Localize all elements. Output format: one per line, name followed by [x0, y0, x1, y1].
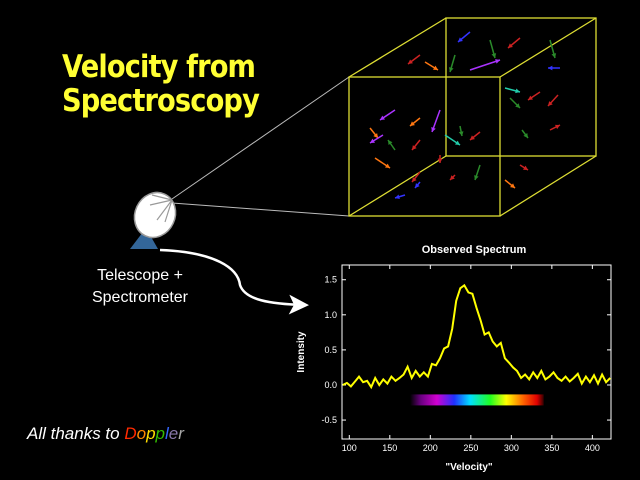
x-tick-label: 400	[585, 443, 600, 453]
velocity-arrow	[431, 109, 441, 133]
velocity-arrow	[548, 65, 560, 71]
velocity-arrow	[458, 125, 464, 137]
velocity-arrow	[409, 117, 421, 127]
doppler-letter: p	[155, 424, 166, 443]
y-tick-label: 1.5	[324, 275, 337, 285]
velocity-arrow	[469, 59, 501, 71]
velocity-arrow	[469, 131, 481, 141]
velocity-arrow	[394, 194, 406, 200]
velocity-arrow	[414, 181, 421, 189]
velocity-arrow	[549, 39, 557, 59]
velocity-arrow	[444, 134, 461, 146]
y-tick-label: -0.5	[321, 415, 337, 425]
velocity-arrow	[411, 171, 421, 183]
velocity-arrow	[379, 109, 396, 121]
x-tick-label: 100	[342, 443, 357, 453]
velocity-arrow	[527, 91, 541, 101]
velocity-arrow	[504, 87, 521, 94]
doppler-letter: l	[165, 424, 169, 443]
velocity-arrow	[369, 134, 384, 144]
sightlines	[171, 76, 350, 217]
doppler-word: Doppler	[124, 424, 184, 443]
color-bar	[410, 394, 544, 406]
velocity-arrow	[369, 127, 379, 139]
velocity-arrow	[549, 124, 561, 131]
velocity-arrow	[449, 174, 456, 181]
x-tick-label: 300	[504, 443, 519, 453]
credit-text: All thanks to Doppler	[27, 424, 184, 444]
y-tick-label: 0.0	[324, 380, 337, 390]
velocity-arrow	[519, 164, 529, 171]
velocity-arrow	[547, 94, 559, 107]
velocity-arrow	[509, 97, 521, 109]
velocity-arrow	[457, 31, 471, 43]
telescope-label-line1: Telescope +	[97, 267, 183, 284]
velocity-arrow	[448, 54, 456, 73]
spectrum-color-bar	[410, 394, 544, 406]
y-axis-label: Intensity	[296, 331, 307, 373]
spectrum-line	[342, 283, 611, 390]
x-tick-label: 150	[382, 443, 397, 453]
doppler-letter: D	[124, 424, 137, 443]
y-tick-label: 1.0	[324, 310, 337, 320]
doppler-letter: o	[136, 424, 147, 443]
plot-frame	[341, 264, 612, 440]
velocity-arrow	[424, 61, 439, 71]
velocity-arrow	[437, 155, 443, 163]
telescope-label-line2: Spectrometer	[91, 289, 189, 306]
chart-title: Observed Spectrum	[422, 244, 527, 256]
velocity-arrow	[489, 39, 497, 59]
y-tick-label: 0.5	[324, 345, 337, 355]
telescope-icon	[130, 191, 177, 249]
velocity-arrow	[504, 179, 516, 189]
doppler-letter: r	[178, 424, 184, 443]
velocity-arrow	[387, 139, 396, 151]
x-tick-label: 350	[544, 443, 559, 453]
x-axis-label: "Velocity"	[445, 462, 493, 473]
velocity-arrows	[369, 31, 561, 200]
slide-title-line2: Spectroscopy	[62, 83, 260, 119]
doppler-letter: p	[146, 424, 156, 443]
velocity-arrow	[411, 139, 421, 151]
velocity-arrow	[507, 37, 521, 49]
velocity-arrow	[521, 129, 529, 139]
credit-prefix: All thanks to	[27, 424, 125, 443]
doppler-letter: e	[168, 424, 179, 443]
x-tick-label: 250	[463, 443, 478, 453]
velocity-arrow	[374, 157, 391, 169]
curved-arrow	[159, 248, 309, 315]
velocity-arrow	[407, 54, 421, 65]
slide-title-line1: Velocity from	[62, 49, 256, 85]
gas-cube	[348, 17, 597, 217]
velocity-arrow	[474, 164, 481, 181]
x-tick-label: 200	[423, 443, 438, 453]
